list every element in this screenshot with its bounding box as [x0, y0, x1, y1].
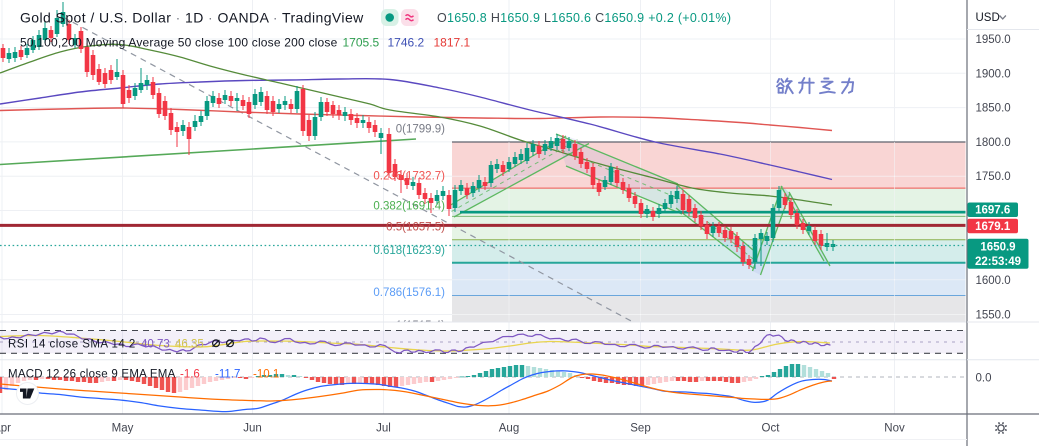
svg-text:Gold Spot / U.S. Dollar · 1D ·: Gold Spot / U.S. Dollar · 1D · OANDA · T…: [20, 10, 364, 26]
svg-text:50,100,200 Moving Average 50 c: 50,100,200 Moving Average 50 close 100 c…: [20, 36, 338, 50]
svg-text:1850.0: 1850.0: [976, 103, 1011, 115]
svg-text:MACD 12 26 close 9 EMA EMA: MACD 12 26 close 9 EMA EMA: [8, 369, 176, 381]
svg-text:0.5(1657.5): 0.5(1657.5): [386, 221, 445, 233]
svg-text:USD: USD: [976, 12, 1000, 24]
svg-text:Apr: Apr: [0, 423, 11, 435]
svg-text:0.236(1732.7): 0.236(1732.7): [373, 171, 445, 183]
svg-text:Jul: Jul: [376, 423, 391, 435]
svg-text:1(1515.4): 1(1515.4): [396, 320, 445, 332]
svg-text:Oct: Oct: [762, 423, 781, 435]
svg-text:46.35: 46.35: [175, 338, 204, 350]
svg-text:1746.2: 1746.2: [388, 36, 425, 50]
svg-text:0.382(1691.4): 0.382(1691.4): [373, 200, 445, 212]
svg-text:RSI 14 close SMA 14 2: RSI 14 close SMA 14 2: [8, 338, 136, 350]
svg-text:1800.0: 1800.0: [976, 137, 1011, 149]
svg-text:1600.0: 1600.0: [976, 275, 1011, 287]
svg-text:1950.0: 1950.0: [976, 34, 1011, 46]
svg-text:Jun: Jun: [243, 423, 262, 435]
svg-text:1900.0: 1900.0: [976, 68, 1011, 80]
svg-text:-10.1: -10.1: [253, 369, 279, 381]
svg-text:Nov: Nov: [884, 423, 905, 435]
svg-text:O1650.8 H1650.9 L1650.6 C1650.: O1650.8 H1650.9 L1650.6 C1650.9 +0.2 (+0…: [437, 11, 731, 25]
svg-text:1650.9: 1650.9: [980, 241, 1015, 253]
svg-text:Sep: Sep: [630, 423, 650, 435]
svg-text:1750.0: 1750.0: [976, 171, 1011, 183]
svg-text:40.73: 40.73: [141, 338, 170, 350]
svg-text:1817.1: 1817.1: [434, 36, 471, 50]
svg-text:0(1799.9): 0(1799.9): [396, 124, 445, 136]
svg-text:May: May: [112, 423, 134, 435]
svg-text:1550.0: 1550.0: [976, 310, 1011, 322]
svg-text:1705.5: 1705.5: [343, 36, 380, 50]
svg-text:-1.6: -1.6: [180, 369, 200, 381]
svg-text:22:53:49: 22:53:49: [975, 256, 1021, 268]
svg-text:1679.1: 1679.1: [975, 221, 1011, 233]
svg-text:1697.6: 1697.6: [975, 205, 1010, 217]
svg-text:0.0: 0.0: [976, 372, 992, 384]
svg-text:0.786(1576.1): 0.786(1576.1): [373, 287, 445, 299]
svg-text:-11.7: -11.7: [215, 369, 240, 381]
svg-text:0.618(1623.9): 0.618(1623.9): [373, 245, 445, 257]
svg-text:Aug: Aug: [499, 423, 519, 435]
